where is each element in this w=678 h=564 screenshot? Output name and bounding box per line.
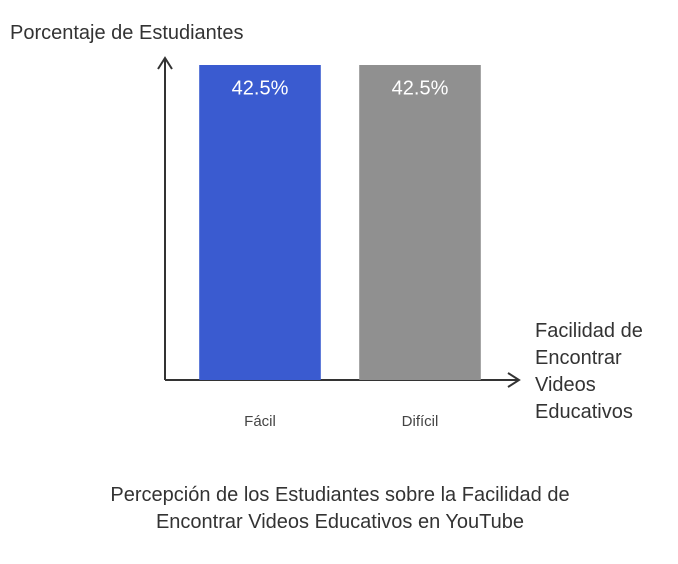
x-tick-label: Difícil (402, 413, 439, 430)
x-tick-label: Fácil (244, 413, 276, 430)
chart-title: Percepción de los Estudiantes sobre la F… (110, 484, 570, 533)
bar (199, 65, 321, 380)
x-axis-arrow (507, 372, 521, 388)
value-label: 42.5% (392, 77, 449, 99)
bar (359, 65, 481, 380)
y-axis-label: Porcentaje de Estudiantes (10, 22, 244, 44)
y-axis-arrow (157, 56, 173, 70)
value-label: 42.5% (232, 77, 289, 99)
x-axis-label: Facilidad de Encontrar Videos Educativos (535, 320, 643, 423)
